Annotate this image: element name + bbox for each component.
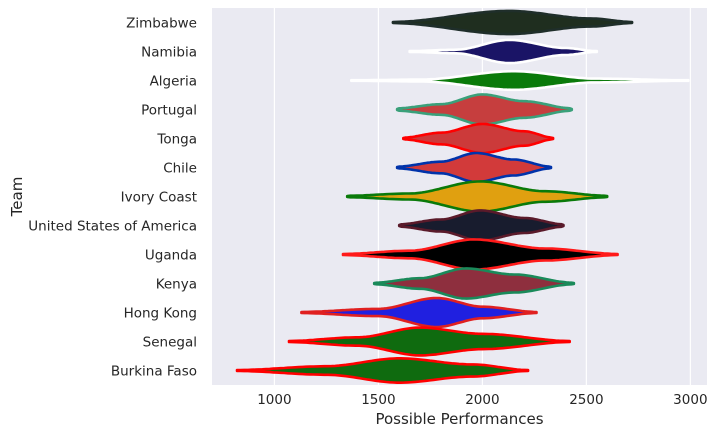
violins (235, 9, 690, 384)
y-axis-label: Team (8, 177, 26, 218)
y-tick-label: Algeria (150, 74, 197, 90)
y-tick-label: Hong Kong (124, 306, 197, 322)
violin-chile (395, 151, 553, 184)
violin-burkina-faso (235, 357, 530, 384)
y-tick-label: United States of America (28, 219, 197, 235)
x-tick-label: 1000 (257, 392, 291, 408)
x-tick-labels: 1000 1500 2000 2500 3000 (257, 392, 707, 408)
x-axis-label: Possible Performances (375, 410, 543, 428)
y-tick-label: Burkina Faso (111, 364, 197, 380)
violin-ivory-coast (345, 180, 609, 213)
x-tick-label: 2000 (465, 392, 499, 408)
violin-kenya (372, 267, 576, 300)
violin-tonga (402, 122, 555, 155)
y-tick-label: Kenya (156, 277, 197, 293)
y-tick-label: Zimbabwe (126, 16, 197, 32)
y-tick-label: Senegal (143, 335, 197, 351)
violin-hong-kong (300, 296, 538, 329)
x-tick-label: 1500 (361, 392, 395, 408)
violin-portugal (395, 93, 574, 126)
y-tick-label: Namibia (141, 45, 197, 61)
violin-uganda (341, 238, 619, 271)
violin-algeria (350, 69, 690, 92)
y-tick-label: Chile (163, 161, 197, 177)
y-tick-label: Ivory Coast (121, 190, 197, 206)
y-tick-label: Tonga (156, 132, 197, 148)
x-tick-label: 3000 (673, 392, 707, 408)
x-tick-label: 2500 (569, 392, 603, 408)
violin-zimbabwe (391, 9, 634, 36)
y-tick-label: Portugal (141, 103, 197, 119)
y-tick-labels: Zimbabwe Namibia Algeria Portugal Tonga Chile… (28, 16, 197, 380)
violin-senegal (287, 326, 571, 357)
violin-united-states-of-america (397, 209, 565, 242)
violin-namibia (408, 38, 599, 65)
y-tick-label: Uganda (145, 248, 197, 264)
